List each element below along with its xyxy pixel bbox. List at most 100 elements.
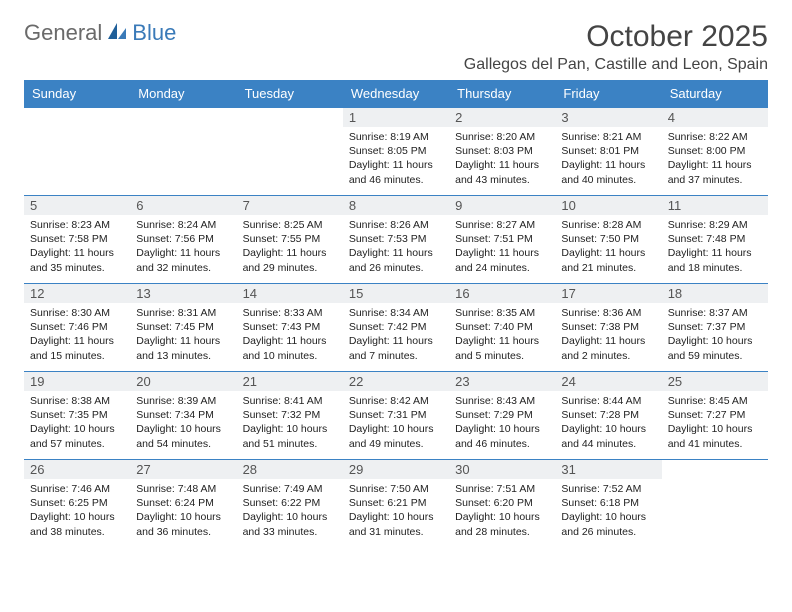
calendar-day-cell: 26Sunrise: 7:46 AMSunset: 6:25 PMDayligh…: [24, 460, 130, 548]
day-details: Sunrise: 8:22 AMSunset: 8:00 PMDaylight:…: [662, 127, 768, 191]
day-details: Sunrise: 7:49 AMSunset: 6:22 PMDaylight:…: [237, 479, 343, 543]
calendar-day-cell: 13Sunrise: 8:31 AMSunset: 7:45 PMDayligh…: [130, 284, 236, 372]
calendar-day-cell: 30Sunrise: 7:51 AMSunset: 6:20 PMDayligh…: [449, 460, 555, 548]
calendar-day-cell: 6Sunrise: 8:24 AMSunset: 7:56 PMDaylight…: [130, 196, 236, 284]
day-details: Sunrise: 7:52 AMSunset: 6:18 PMDaylight:…: [555, 479, 661, 543]
calendar-day-cell: 10Sunrise: 8:28 AMSunset: 7:50 PMDayligh…: [555, 196, 661, 284]
weekday-header: Wednesday: [343, 80, 449, 108]
weekday-header: Monday: [130, 80, 236, 108]
day-number: 15: [343, 284, 449, 303]
calendar-empty-cell: [662, 460, 768, 548]
day-number: 5: [24, 196, 130, 215]
calendar-day-cell: 15Sunrise: 8:34 AMSunset: 7:42 PMDayligh…: [343, 284, 449, 372]
day-number: 13: [130, 284, 236, 303]
weekday-header: Friday: [555, 80, 661, 108]
day-details: Sunrise: 8:33 AMSunset: 7:43 PMDaylight:…: [237, 303, 343, 367]
calendar-empty-cell: [130, 108, 236, 196]
calendar-week-row: 12Sunrise: 8:30 AMSunset: 7:46 PMDayligh…: [24, 284, 768, 372]
page-title: October 2025: [464, 20, 768, 54]
day-number: 11: [662, 196, 768, 215]
day-number: 19: [24, 372, 130, 391]
day-details: Sunrise: 8:26 AMSunset: 7:53 PMDaylight:…: [343, 215, 449, 279]
day-details: Sunrise: 8:34 AMSunset: 7:42 PMDaylight:…: [343, 303, 449, 367]
calendar-day-cell: 31Sunrise: 7:52 AMSunset: 6:18 PMDayligh…: [555, 460, 661, 548]
day-number: 10: [555, 196, 661, 215]
day-number: 17: [555, 284, 661, 303]
calendar-head: SundayMondayTuesdayWednesdayThursdayFrid…: [24, 80, 768, 108]
day-number: 7: [237, 196, 343, 215]
calendar-day-cell: 2Sunrise: 8:20 AMSunset: 8:03 PMDaylight…: [449, 108, 555, 196]
day-details: Sunrise: 8:19 AMSunset: 8:05 PMDaylight:…: [343, 127, 449, 191]
day-details: Sunrise: 8:41 AMSunset: 7:32 PMDaylight:…: [237, 391, 343, 455]
calendar-week-row: 26Sunrise: 7:46 AMSunset: 6:25 PMDayligh…: [24, 460, 768, 548]
day-details: Sunrise: 8:29 AMSunset: 7:48 PMDaylight:…: [662, 215, 768, 279]
calendar-day-cell: 20Sunrise: 8:39 AMSunset: 7:34 PMDayligh…: [130, 372, 236, 460]
day-number: 18: [662, 284, 768, 303]
calendar-week-row: 1Sunrise: 8:19 AMSunset: 8:05 PMDaylight…: [24, 108, 768, 196]
calendar-day-cell: 14Sunrise: 8:33 AMSunset: 7:43 PMDayligh…: [237, 284, 343, 372]
logo-text-general: General: [24, 20, 102, 46]
day-number: 9: [449, 196, 555, 215]
day-details: Sunrise: 7:46 AMSunset: 6:25 PMDaylight:…: [24, 479, 130, 543]
weekday-header: Saturday: [662, 80, 768, 108]
day-details: Sunrise: 8:44 AMSunset: 7:28 PMDaylight:…: [555, 391, 661, 455]
calendar-body: 1Sunrise: 8:19 AMSunset: 8:05 PMDaylight…: [24, 108, 768, 548]
day-number: 22: [343, 372, 449, 391]
day-details: Sunrise: 8:42 AMSunset: 7:31 PMDaylight:…: [343, 391, 449, 455]
day-details: Sunrise: 8:27 AMSunset: 7:51 PMDaylight:…: [449, 215, 555, 279]
calendar-week-row: 5Sunrise: 8:23 AMSunset: 7:58 PMDaylight…: [24, 196, 768, 284]
calendar-day-cell: 3Sunrise: 8:21 AMSunset: 8:01 PMDaylight…: [555, 108, 661, 196]
day-number: 12: [24, 284, 130, 303]
day-details: Sunrise: 8:36 AMSunset: 7:38 PMDaylight:…: [555, 303, 661, 367]
day-details: Sunrise: 8:23 AMSunset: 7:58 PMDaylight:…: [24, 215, 130, 279]
calendar-day-cell: 12Sunrise: 8:30 AMSunset: 7:46 PMDayligh…: [24, 284, 130, 372]
day-number: 21: [237, 372, 343, 391]
day-details: Sunrise: 8:21 AMSunset: 8:01 PMDaylight:…: [555, 127, 661, 191]
day-details: Sunrise: 8:35 AMSunset: 7:40 PMDaylight:…: [449, 303, 555, 367]
calendar-day-cell: 29Sunrise: 7:50 AMSunset: 6:21 PMDayligh…: [343, 460, 449, 548]
day-details: Sunrise: 7:51 AMSunset: 6:20 PMDaylight:…: [449, 479, 555, 543]
calendar-day-cell: 5Sunrise: 8:23 AMSunset: 7:58 PMDaylight…: [24, 196, 130, 284]
calendar-day-cell: 21Sunrise: 8:41 AMSunset: 7:32 PMDayligh…: [237, 372, 343, 460]
day-number: 31: [555, 460, 661, 479]
day-details: Sunrise: 8:24 AMSunset: 7:56 PMDaylight:…: [130, 215, 236, 279]
calendar-day-cell: 27Sunrise: 7:48 AMSunset: 6:24 PMDayligh…: [130, 460, 236, 548]
calendar-table: SundayMondayTuesdayWednesdayThursdayFrid…: [24, 80, 768, 548]
day-number: 27: [130, 460, 236, 479]
calendar-week-row: 19Sunrise: 8:38 AMSunset: 7:35 PMDayligh…: [24, 372, 768, 460]
calendar-day-cell: 22Sunrise: 8:42 AMSunset: 7:31 PMDayligh…: [343, 372, 449, 460]
calendar-day-cell: 17Sunrise: 8:36 AMSunset: 7:38 PMDayligh…: [555, 284, 661, 372]
calendar-day-cell: 9Sunrise: 8:27 AMSunset: 7:51 PMDaylight…: [449, 196, 555, 284]
day-details: Sunrise: 8:28 AMSunset: 7:50 PMDaylight:…: [555, 215, 661, 279]
day-number: 20: [130, 372, 236, 391]
logo-text-blue: Blue: [132, 20, 176, 46]
day-number: 24: [555, 372, 661, 391]
day-number: 25: [662, 372, 768, 391]
day-number: 1: [343, 108, 449, 127]
calendar-day-cell: 8Sunrise: 8:26 AMSunset: 7:53 PMDaylight…: [343, 196, 449, 284]
calendar-day-cell: 24Sunrise: 8:44 AMSunset: 7:28 PMDayligh…: [555, 372, 661, 460]
day-number: 2: [449, 108, 555, 127]
day-number: 29: [343, 460, 449, 479]
day-number: 14: [237, 284, 343, 303]
day-number: 26: [24, 460, 130, 479]
calendar-day-cell: 7Sunrise: 8:25 AMSunset: 7:55 PMDaylight…: [237, 196, 343, 284]
calendar-day-cell: 19Sunrise: 8:38 AMSunset: 7:35 PMDayligh…: [24, 372, 130, 460]
calendar-day-cell: 1Sunrise: 8:19 AMSunset: 8:05 PMDaylight…: [343, 108, 449, 196]
header: General Blue October 2025 Gallegos del P…: [24, 20, 768, 74]
calendar-day-cell: 4Sunrise: 8:22 AMSunset: 8:00 PMDaylight…: [662, 108, 768, 196]
calendar-empty-cell: [24, 108, 130, 196]
calendar-day-cell: 28Sunrise: 7:49 AMSunset: 6:22 PMDayligh…: [237, 460, 343, 548]
day-details: Sunrise: 8:43 AMSunset: 7:29 PMDaylight:…: [449, 391, 555, 455]
title-block: October 2025 Gallegos del Pan, Castille …: [464, 20, 768, 74]
day-details: Sunrise: 8:37 AMSunset: 7:37 PMDaylight:…: [662, 303, 768, 367]
day-details: Sunrise: 8:39 AMSunset: 7:34 PMDaylight:…: [130, 391, 236, 455]
calendar-empty-cell: [237, 108, 343, 196]
day-details: Sunrise: 8:45 AMSunset: 7:27 PMDaylight:…: [662, 391, 768, 455]
logo-sail-icon: [106, 21, 128, 46]
logo: General Blue: [24, 20, 176, 46]
day-details: Sunrise: 8:20 AMSunset: 8:03 PMDaylight:…: [449, 127, 555, 191]
day-number: 3: [555, 108, 661, 127]
day-details: Sunrise: 8:25 AMSunset: 7:55 PMDaylight:…: [237, 215, 343, 279]
calendar-day-cell: 16Sunrise: 8:35 AMSunset: 7:40 PMDayligh…: [449, 284, 555, 372]
